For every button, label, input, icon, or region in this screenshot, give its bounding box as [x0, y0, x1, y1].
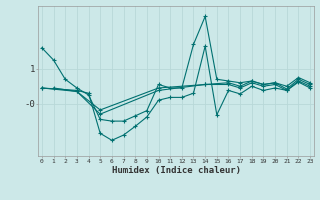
X-axis label: Humidex (Indice chaleur): Humidex (Indice chaleur) — [111, 166, 241, 175]
